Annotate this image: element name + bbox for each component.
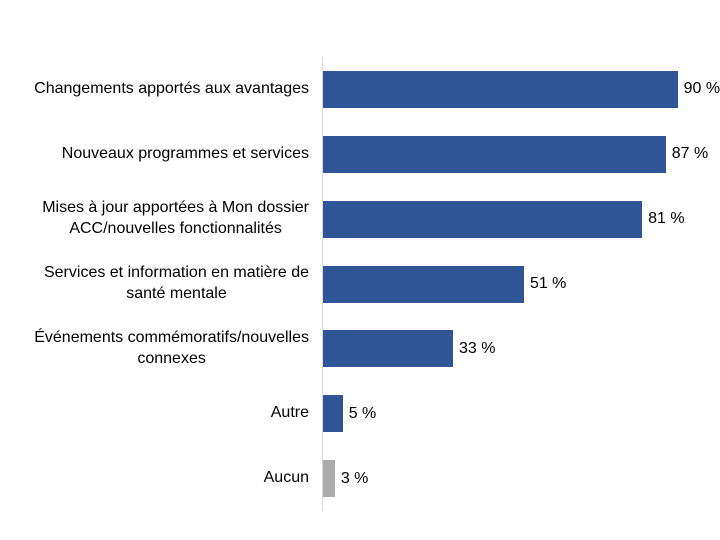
category-label: Nouveaux programmes et services: [61, 144, 309, 162]
category-label-cell: Changements apportés aux avantages: [0, 79, 323, 100]
value-label: 51 %: [529, 275, 567, 292]
bar: [323, 395, 343, 433]
chart-row: Changements apportés aux avantages 90 %: [0, 57, 720, 122]
category-label-cell: Services et information en matière de sa…: [0, 263, 323, 305]
category-label-cell: Nouveaux programmes et services: [0, 144, 323, 165]
chart-row: Événements commémoratifs/nouvelles conne…: [0, 316, 720, 381]
chart-row: Mises à jour apportées à Mon dossier ACC…: [0, 187, 720, 252]
value-label: 33 %: [459, 339, 496, 357]
category-label: Aucun: [263, 469, 309, 487]
bar: [323, 200, 643, 238]
plot-area: 51 %: [323, 252, 717, 317]
chart-rows: Changements apportés aux avantages 90 % No…: [0, 57, 720, 511]
plot-area: 33 %: [323, 316, 717, 381]
category-label: Événements commémoratifs/nouvelles conne…: [34, 329, 309, 367]
category-label-cell: Événements commémoratifs/nouvelles conne…: [0, 328, 323, 370]
plot-area: 87 %: [323, 122, 717, 187]
bar-chart: Changements apportés aux avantages 90 % No…: [0, 57, 720, 511]
plot-area: 90 %: [323, 57, 720, 122]
bar: [323, 265, 524, 303]
value-label: 5 %: [348, 404, 377, 422]
value-label: 3 %: [340, 469, 369, 487]
chart-row: Autre 5 %: [0, 381, 720, 446]
value-label: 81 %: [648, 210, 685, 228]
category-label-cell: Autre: [0, 403, 323, 424]
bar: [323, 70, 678, 108]
value-label: 90 %: [683, 80, 720, 98]
plot-area: 3 %: [323, 446, 717, 511]
category-label: Mises à jour apportées à Mon dossier ACC…: [42, 199, 309, 238]
category-label-cell: Mises à jour apportées à Mon dossier ACC…: [0, 198, 323, 240]
bar: [323, 460, 335, 498]
plot-area: 5 %: [323, 381, 717, 446]
plot-area: 81 %: [323, 187, 717, 252]
category-axis-line: [322, 57, 323, 511]
bar: [323, 330, 454, 368]
category-label-cell: Aucun: [0, 468, 323, 489]
value-label: 87 %: [671, 145, 709, 163]
chart-row: Services et information en matière de sa…: [0, 252, 720, 317]
category-label: Services et information en matière de sa…: [43, 264, 309, 302]
category-label: Changements apportés aux avantages: [34, 80, 309, 98]
bar: [323, 135, 666, 173]
chart-row: Aucun 3 %: [0, 446, 720, 511]
category-label: Autre: [270, 404, 309, 422]
chart-row: Nouveaux programmes et services 87 %: [0, 122, 720, 187]
